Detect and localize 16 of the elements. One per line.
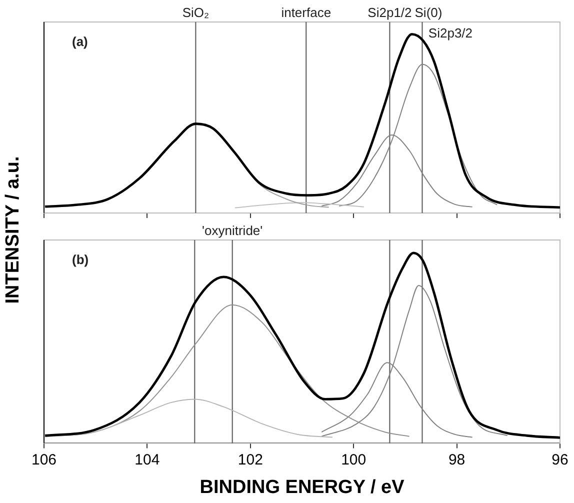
x-tick-label: 96 — [552, 451, 568, 468]
annotation: Si2p3/2 — [428, 26, 473, 41]
x-axis-title: BINDING ENERGY / eV — [200, 476, 405, 498]
ref-line-label: interface — [281, 5, 332, 20]
ref-line-label: SiO₂ — [182, 5, 210, 20]
x-tick-label: 104 — [134, 451, 160, 468]
y-axis-title: INTENSITY / a.u. — [3, 156, 25, 304]
annotation: (a) — [72, 34, 88, 49]
annotation: (b) — [72, 252, 89, 267]
ref-line-label: 'oxynitride' — [202, 223, 263, 238]
ref-line-label: Si(0) — [414, 5, 442, 20]
x-tick-label: 100 — [341, 451, 366, 468]
ref-line-label: Si2p1/2 — [368, 5, 412, 20]
x-tick-label: 102 — [238, 451, 263, 468]
x-tick-label: 98 — [448, 451, 466, 468]
x-tick-label: 106 — [31, 451, 57, 468]
